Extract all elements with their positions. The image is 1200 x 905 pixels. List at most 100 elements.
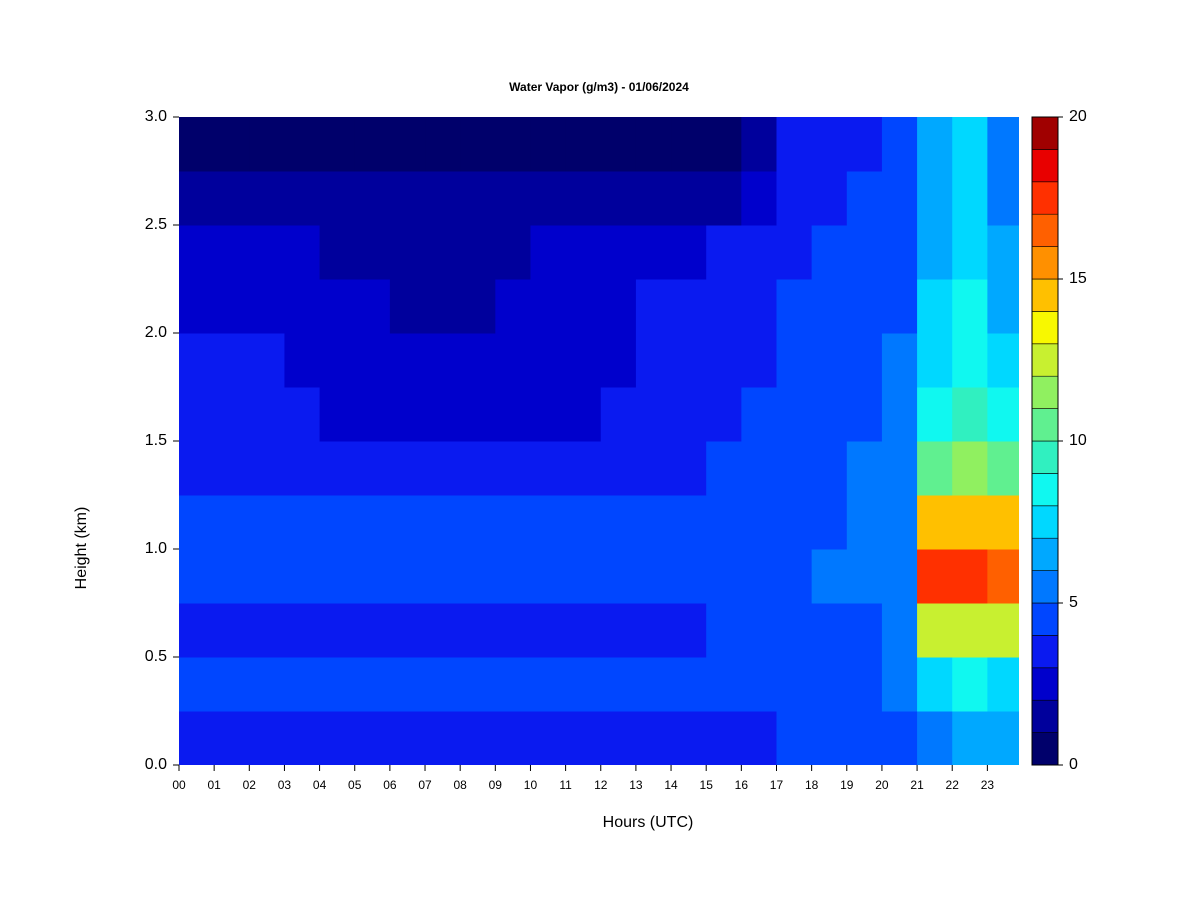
heatmap-cell	[354, 441, 391, 496]
heatmap-cell	[987, 225, 1019, 280]
heatmap-cell	[284, 495, 321, 550]
heatmap-cell	[706, 495, 742, 550]
heatmap-cell	[495, 495, 531, 550]
heatmap-cell	[811, 711, 848, 765]
heatmap-cell	[811, 495, 848, 550]
colorbar-segment	[1031, 116, 1059, 150]
heatmap-cell	[776, 333, 813, 388]
heatmap-cell	[214, 387, 250, 442]
heatmap-cell	[179, 333, 215, 388]
heatmap-cell	[741, 603, 777, 658]
heatmap-cell	[179, 549, 215, 604]
x-tick-label: 23	[981, 778, 995, 792]
heatmap-cell	[214, 495, 250, 550]
heatmap-cell	[460, 225, 496, 280]
x-tick-label: 19	[840, 778, 854, 792]
heatmap-cell	[565, 657, 602, 712]
heatmap-cell	[846, 225, 883, 280]
heatmap-cell	[952, 603, 988, 658]
heatmap-cell	[284, 441, 321, 496]
heatmap-cell	[389, 495, 426, 550]
heatmap-cell	[846, 711, 883, 765]
heatmap-cell	[987, 279, 1019, 334]
heatmap-cell	[179, 441, 215, 496]
heatmap-cell	[425, 279, 461, 334]
heatmap-cell	[460, 495, 496, 550]
x-tick-label: 02	[243, 778, 257, 792]
colorbar-segment	[1031, 699, 1059, 733]
heatmap-cell	[846, 657, 883, 712]
heatmap-cell	[987, 711, 1019, 765]
heatmap-cell	[495, 171, 531, 226]
heatmap-cell	[600, 225, 637, 280]
heatmap-cell	[776, 171, 813, 226]
x-tick-label: 11	[559, 778, 572, 792]
heatmap-cell	[389, 603, 426, 658]
x-tick-label: 10	[524, 778, 538, 792]
heatmap-cell	[179, 225, 215, 280]
colorbar-segment	[1031, 213, 1059, 247]
x-axis-label: Hours (UTC)	[603, 814, 694, 831]
colorbar-segment	[1031, 537, 1059, 571]
heatmap-cell	[214, 171, 250, 226]
heatmap-cell	[249, 387, 285, 442]
heatmap-cell	[214, 441, 250, 496]
heatmap-cell	[460, 603, 496, 658]
heatmap-cell	[425, 117, 461, 172]
heatmap-cell	[495, 117, 531, 172]
heatmap-cell	[565, 603, 602, 658]
heatmap-cell	[319, 171, 356, 226]
colorbar-segment	[1031, 311, 1059, 345]
heatmap-cell	[635, 441, 672, 496]
heatmap-cell	[635, 603, 672, 658]
heatmap-cell	[671, 711, 707, 765]
heatmap-cell	[881, 441, 918, 496]
heatmap-cell	[319, 603, 356, 658]
heatmap-cell	[284, 171, 321, 226]
x-tick-label: 00	[172, 778, 186, 792]
heatmap-cell	[354, 225, 391, 280]
heatmap-cell	[179, 711, 215, 765]
heatmap-cell	[600, 657, 637, 712]
heatmap-cell	[846, 279, 883, 334]
heatmap-cell	[389, 387, 426, 442]
heatmap-cell	[741, 549, 777, 604]
heatmap-cell	[811, 657, 848, 712]
heatmap-cell	[495, 387, 531, 442]
heatmap-cell	[952, 441, 988, 496]
heatmap-cell	[319, 495, 356, 550]
colorbar-segment	[1031, 181, 1059, 215]
heatmap-cell	[284, 549, 321, 604]
x-tick-label: 14	[664, 778, 678, 792]
heatmap-cell	[530, 225, 567, 280]
y-tick-label: 0.5	[145, 648, 167, 665]
heatmap-cell	[741, 279, 777, 334]
heatmap-cell	[635, 117, 672, 172]
heatmap-cell	[179, 657, 215, 712]
heatmap-cell	[846, 495, 883, 550]
heatmap-cell	[389, 333, 426, 388]
heatmap-cell	[987, 441, 1019, 496]
heatmap-cell	[987, 117, 1019, 172]
heatmap-cell	[284, 279, 321, 334]
heatmap-cell	[565, 387, 602, 442]
heatmap-cell	[706, 603, 742, 658]
heatmap-cell	[319, 387, 356, 442]
colorbar-tick-label: 20	[1069, 108, 1087, 125]
heatmap-cell	[425, 387, 461, 442]
heatmap-cell	[776, 549, 813, 604]
heatmap-cell	[635, 279, 672, 334]
heatmap-cell	[389, 171, 426, 226]
heatmap-cell	[671, 603, 707, 658]
x-tick-label: 07	[418, 778, 432, 792]
heatmap-cell	[741, 117, 777, 172]
heatmap-cell	[635, 711, 672, 765]
heatmap-cell	[741, 333, 777, 388]
heatmap-cell	[179, 495, 215, 550]
heatmap-cell	[460, 711, 496, 765]
heatmap-cell	[495, 657, 531, 712]
heatmap-cell	[917, 495, 953, 550]
heatmap-cell	[600, 549, 637, 604]
x-tick-label: 01	[207, 778, 221, 792]
